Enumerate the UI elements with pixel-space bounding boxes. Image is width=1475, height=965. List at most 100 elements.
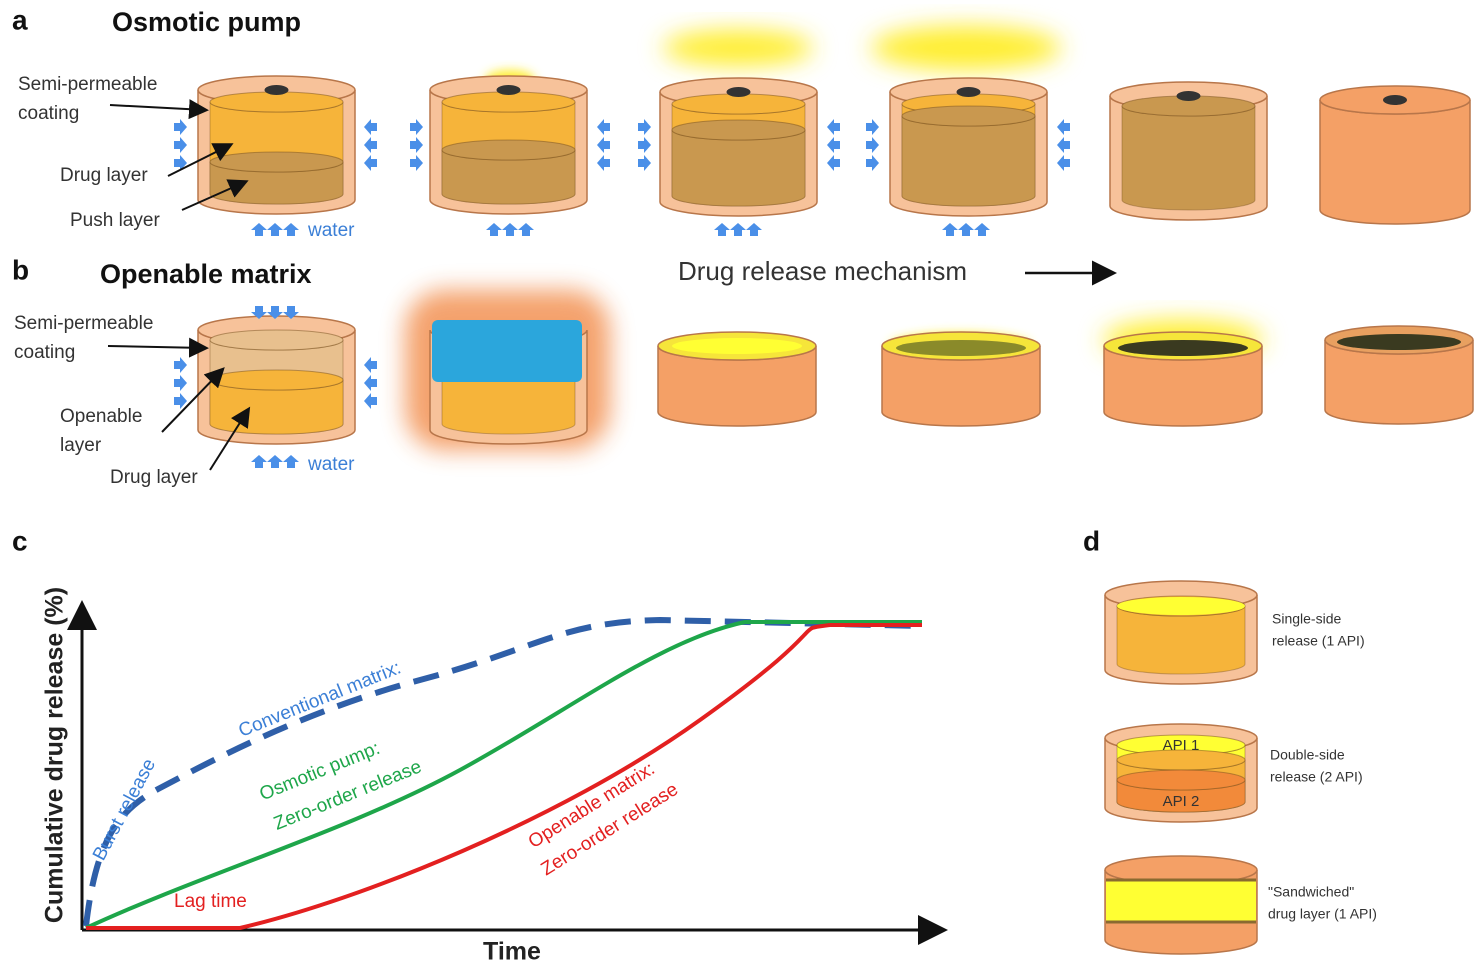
water-arrow: [597, 137, 610, 153]
layer-top: [672, 120, 805, 140]
water-arrow: [518, 223, 534, 236]
water-arrow: [866, 137, 879, 153]
water-arrow: [364, 137, 377, 153]
water-arrow: [364, 375, 377, 391]
drug-surface: [1337, 334, 1461, 350]
water-arrow: [283, 455, 299, 468]
water-arrow: [410, 137, 423, 153]
water-arrow: [827, 119, 840, 135]
water-arrow: [283, 223, 299, 236]
annotation: water: [307, 220, 355, 241]
water-arrow: [1057, 155, 1070, 171]
water-arrow: [597, 119, 610, 135]
swollen-layer: [432, 320, 582, 382]
water-arrow: [866, 155, 879, 171]
water-arrow: [974, 223, 990, 236]
figure: a Osmotic pump Semi-permeable coating Dr…: [0, 0, 1475, 965]
water-arrow: [267, 223, 283, 236]
panel-title: Osmotic pump: [112, 7, 301, 37]
water-arrow: [597, 155, 610, 171]
water-arrow: [746, 223, 762, 236]
panel-label: b: [12, 254, 29, 285]
annotation: Push layer: [70, 210, 160, 231]
water-arrow: [1057, 119, 1070, 135]
orifice: [957, 87, 981, 97]
orifice: [1177, 91, 1201, 101]
water-arrow: [251, 223, 267, 236]
caption: release (2 API): [1270, 769, 1363, 785]
water-arrow: [638, 137, 651, 153]
water-arrow: [174, 119, 187, 135]
water-arrow: [364, 357, 377, 373]
openable-curve: [86, 625, 922, 928]
water-arrow: [174, 375, 187, 391]
conventional-curve: [86, 620, 922, 926]
annotation: Semi-permeable: [18, 74, 157, 95]
water-arrow: [410, 155, 423, 171]
curve-label: Conventional matrix:: [236, 657, 404, 741]
water-arrow: [364, 155, 377, 171]
water-arrow: [958, 223, 974, 236]
annotation: Drug layer: [60, 165, 148, 186]
water-arrow: [502, 223, 518, 236]
layer-top: [210, 152, 343, 172]
coating: [1320, 100, 1470, 224]
annotation: Semi-permeable: [14, 313, 153, 334]
drug-surface: [1117, 597, 1245, 615]
water-arrow: [1057, 137, 1070, 153]
annotation: water: [307, 454, 355, 475]
annotation: Drug layer: [110, 467, 198, 488]
orifice: [497, 85, 521, 95]
drug-surface: [1118, 340, 1248, 356]
water-arrow: [714, 223, 730, 236]
caption: "Sandwiched": [1268, 884, 1354, 900]
mechanism-label: Drug release mechanism: [678, 256, 967, 286]
drug-surface: [672, 338, 802, 354]
water-arrow: [410, 119, 423, 135]
orifice: [265, 85, 289, 95]
water-arrow: [942, 223, 958, 236]
water-arrow: [251, 455, 267, 468]
annotation: coating: [14, 342, 75, 363]
caption: drug layer (1 API): [1268, 906, 1377, 922]
layer-top: [902, 106, 1035, 126]
curve-label: Lag time: [174, 891, 247, 912]
orifice: [727, 87, 751, 97]
water-arrow: [827, 155, 840, 171]
curve-label: Burst release: [89, 755, 160, 864]
layer-top: [210, 370, 343, 390]
caption: release (1 API): [1272, 633, 1365, 649]
release-glow: [871, 26, 1061, 70]
water-arrow: [364, 393, 377, 409]
pointer: [110, 105, 205, 110]
release-glow: [663, 30, 813, 66]
annotation: Openable: [60, 406, 142, 427]
orifice: [1383, 95, 1407, 105]
layer: [902, 116, 1035, 206]
water-arrow: [866, 119, 879, 135]
drug-surface: [896, 340, 1026, 356]
layer-top: [210, 330, 343, 350]
caption: Single-side: [1272, 611, 1341, 627]
pointer: [108, 346, 205, 348]
layer-label: API 1: [1163, 737, 1200, 754]
water-arrow: [174, 155, 187, 171]
water-arrow: [638, 119, 651, 135]
sandwiched-layer: [1106, 880, 1256, 922]
water-arrow: [364, 119, 377, 135]
annotation: layer: [60, 435, 102, 456]
water-arrow: [638, 155, 651, 171]
layer: [1122, 106, 1255, 210]
panel-label: d: [1083, 525, 1100, 556]
layer-top: [442, 140, 575, 160]
water-arrow: [486, 223, 502, 236]
layer-label: API 2: [1163, 793, 1200, 810]
caption: Double-side: [1270, 747, 1345, 763]
water-arrow: [827, 137, 840, 153]
water-arrow: [174, 357, 187, 373]
panel-title: Openable matrix: [100, 259, 312, 289]
water-arrow: [730, 223, 746, 236]
panel-label: a: [12, 4, 28, 35]
water-arrow: [267, 455, 283, 468]
water-arrow: [174, 137, 187, 153]
